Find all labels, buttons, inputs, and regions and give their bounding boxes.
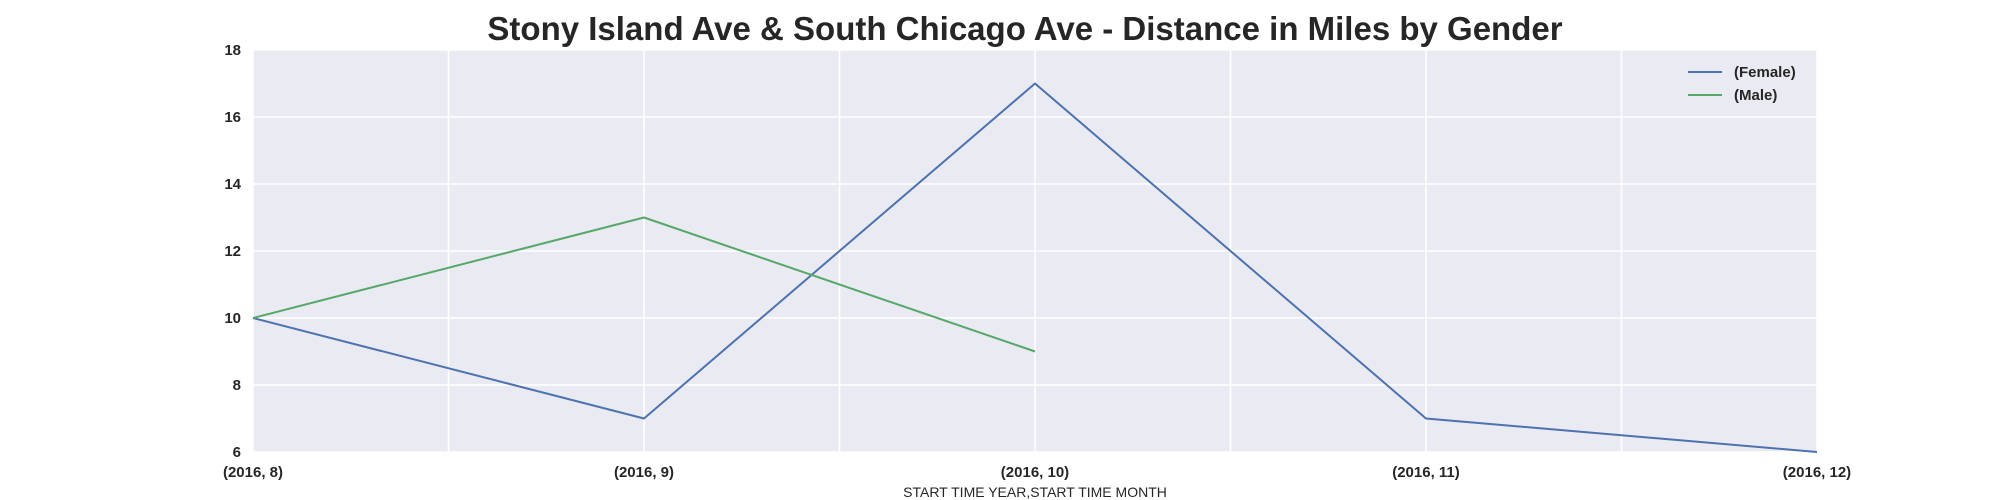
chart-title: Stony Island Ave & South Chicago Ave - D… [487, 10, 1563, 47]
y-tick-label: 6 [233, 444, 241, 461]
x-tick-labels: (2016, 8) (2016, 9) (2016, 10) (2016, 11) (2… [223, 464, 1851, 481]
x-tick-label: (2016, 12) [1783, 464, 1851, 481]
legend-label: (Female) [1734, 64, 1796, 81]
x-tick-label: (2016, 10) [1001, 464, 1069, 481]
x-tick-label: (2016, 8) [223, 464, 283, 481]
y-tick-label: 18 [224, 42, 241, 59]
y-tick-label: 12 [224, 243, 241, 260]
series-line-male [252, 216, 1036, 353]
series-lines [252, 82, 1818, 453]
x-tick-label: (2016, 11) [1392, 464, 1460, 481]
y-tick-label: 14 [224, 176, 241, 193]
x-axis-label: START TIME YEAR,START TIME MONTH [903, 484, 1167, 500]
series-line-female [252, 82, 1818, 453]
y-tick-label: 16 [224, 109, 241, 126]
y-tick-label: 8 [233, 377, 241, 394]
legend-label: (Male) [1734, 87, 1777, 104]
y-tick-labels: 6 8 10 12 14 16 18 [224, 42, 241, 461]
y-tick-label: 10 [224, 310, 241, 327]
legend: (Female) (Male) [1688, 64, 1796, 104]
grid-lines [252, 49, 1818, 453]
x-tick-label: (2016, 9) [614, 464, 674, 481]
